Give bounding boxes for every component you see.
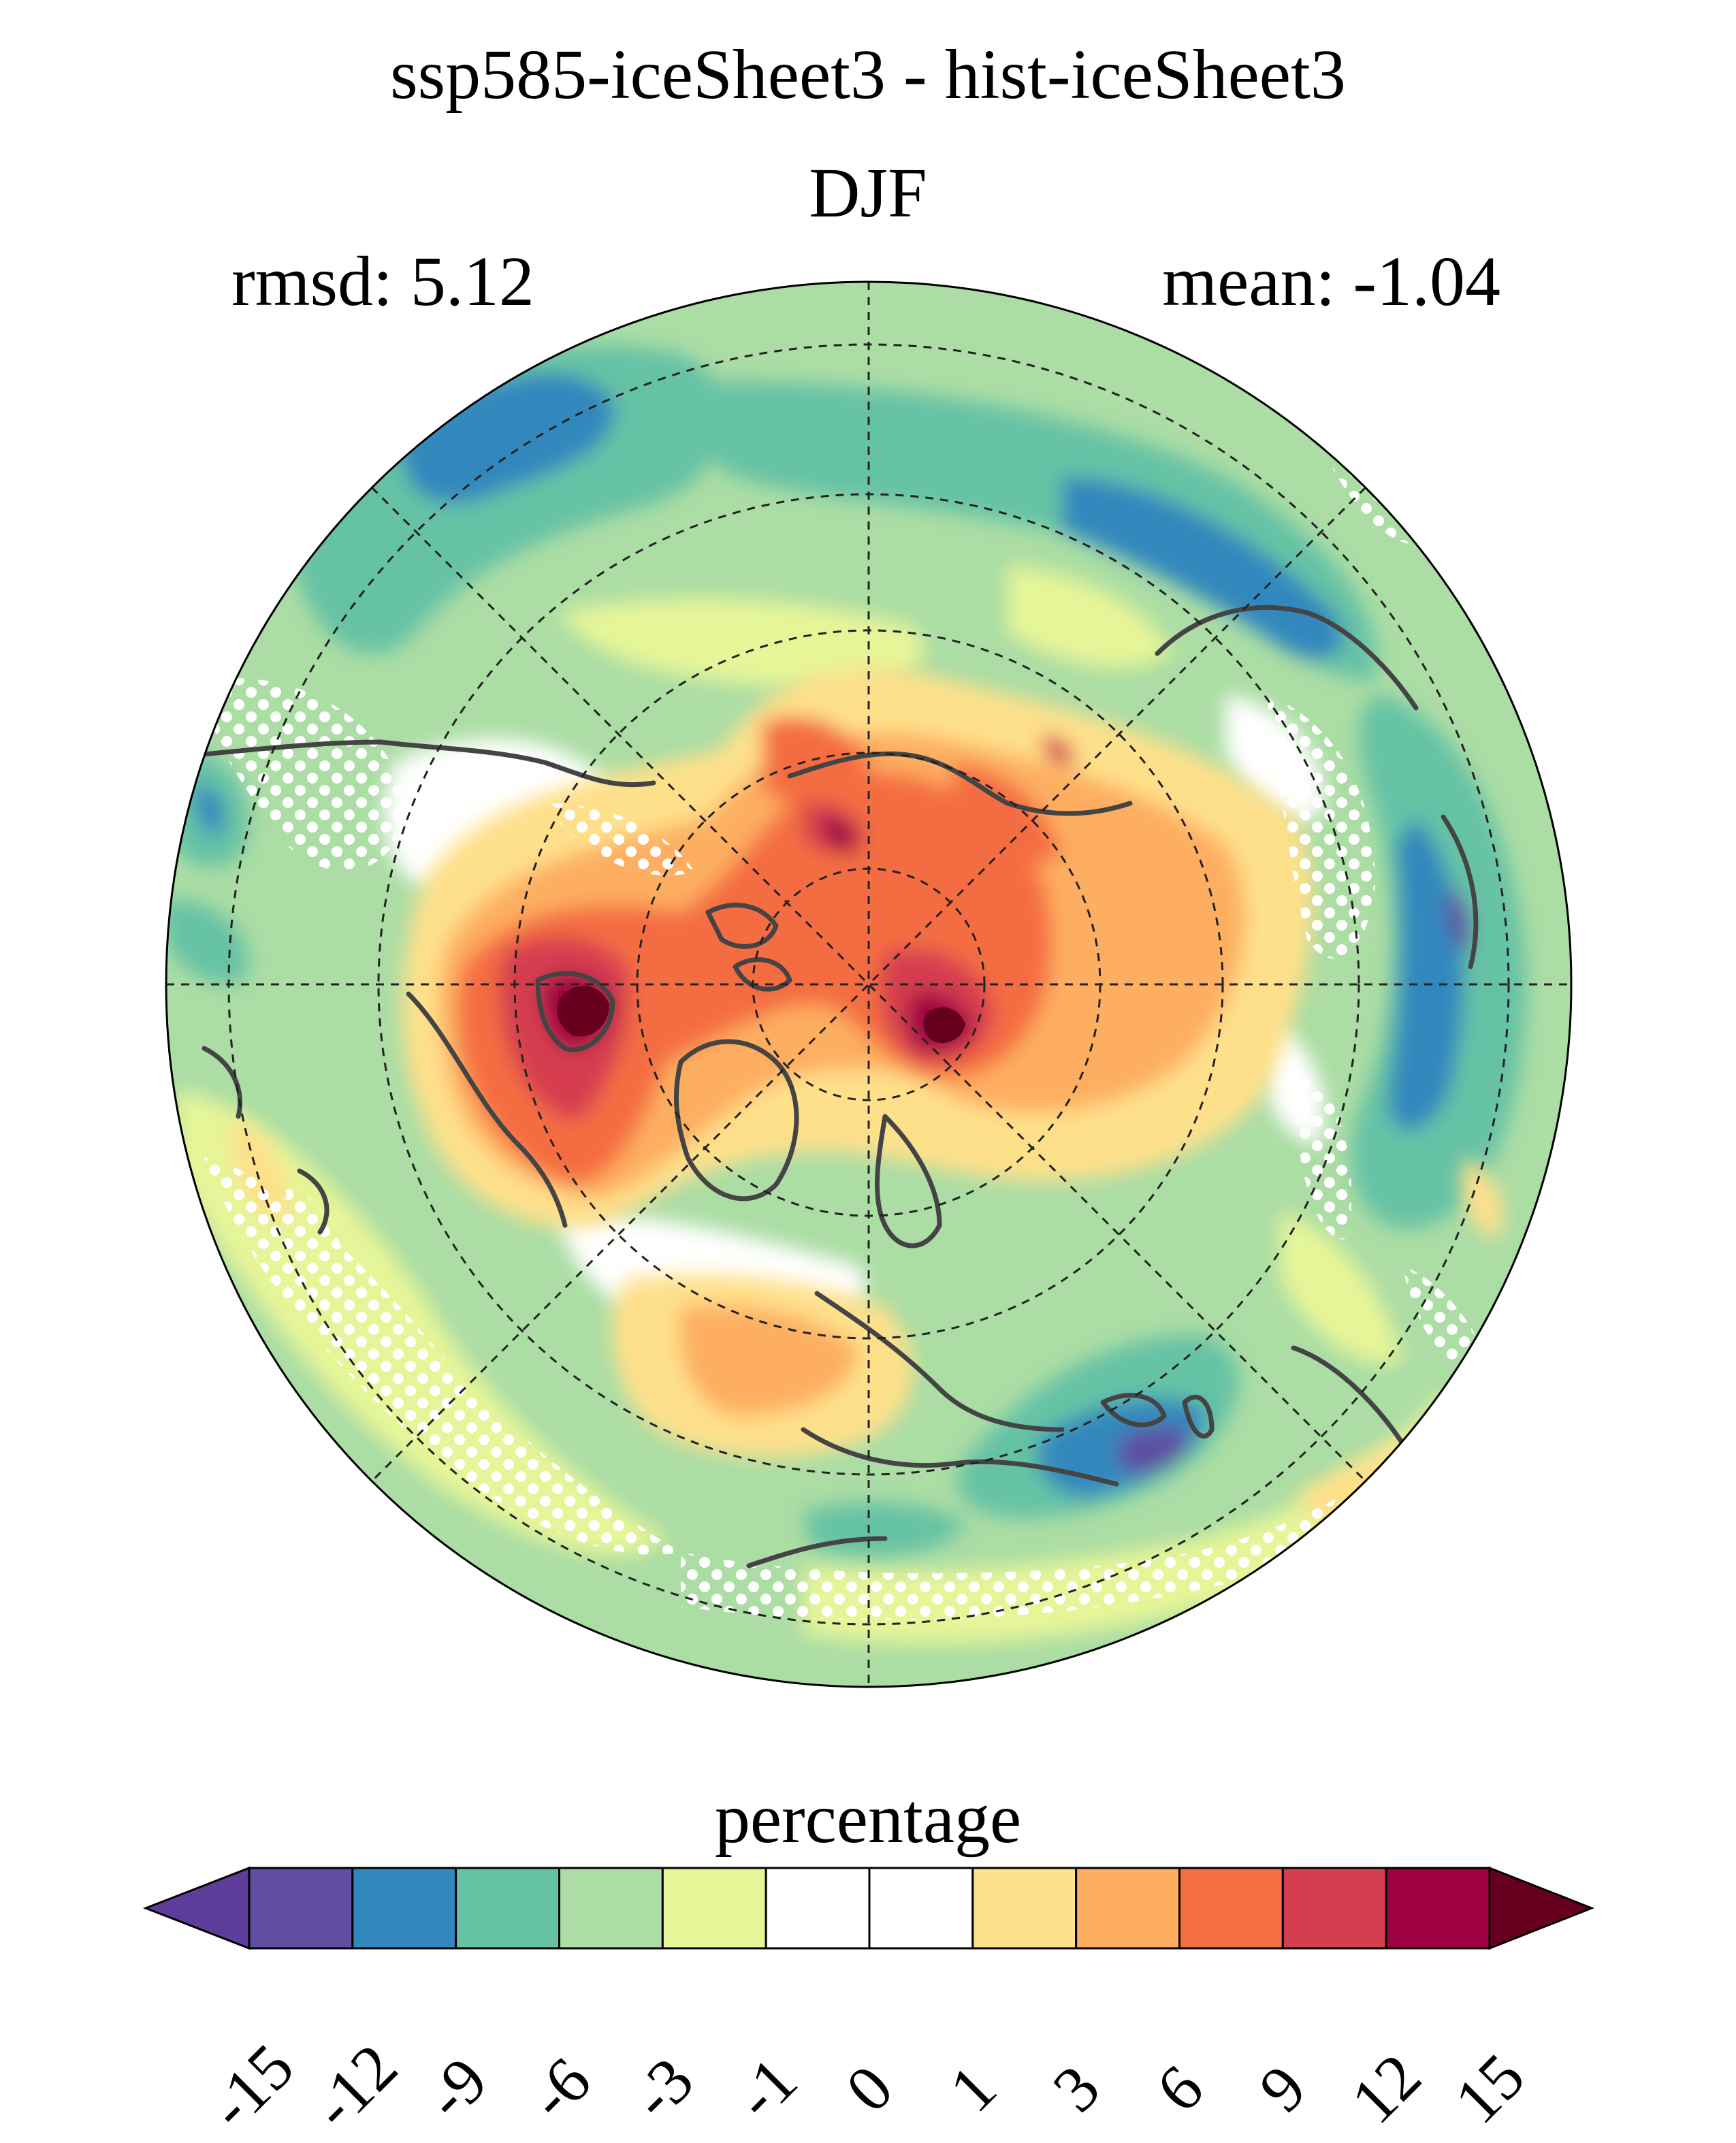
colorbar-cell — [558, 1867, 664, 1950]
season-label: DJF — [809, 154, 927, 232]
coastlines — [188, 605, 1479, 1568]
colorbar-cell — [1281, 1867, 1387, 1950]
mean-label: mean: -1.04 — [1162, 242, 1500, 321]
rmsd-label: rmsd: 5.12 — [231, 242, 534, 321]
colorbar-cell — [1075, 1867, 1180, 1950]
colorbar-cell — [661, 1867, 767, 1950]
colorbar — [142, 1866, 1595, 1950]
positive-anomaly-peaks — [557, 986, 965, 1044]
colorbar-unit-label: percentage — [714, 1779, 1022, 1858]
map-boundary — [165, 280, 1573, 1688]
colorbar-cell — [248, 1867, 354, 1950]
colorbar-cell — [868, 1867, 974, 1950]
colorbar-cell — [765, 1867, 871, 1950]
colorbar-max-extension — [1488, 1866, 1595, 1950]
polar-map — [165, 280, 1573, 1688]
colorbar-cell — [1178, 1867, 1284, 1950]
graticule — [166, 282, 1571, 1687]
east-negative-band — [166, 694, 1526, 1229]
colorbar-cell — [455, 1867, 561, 1950]
colorbar-cell — [971, 1867, 1078, 1950]
colorbar-min-extension — [142, 1866, 251, 1950]
map-title: ssp585-iceSheet3 - hist-iceSheet3 — [390, 35, 1346, 114]
colorbar-cell — [351, 1867, 457, 1950]
colorbar-cell — [1385, 1867, 1491, 1950]
colorbar-cells — [142, 1866, 1595, 1950]
